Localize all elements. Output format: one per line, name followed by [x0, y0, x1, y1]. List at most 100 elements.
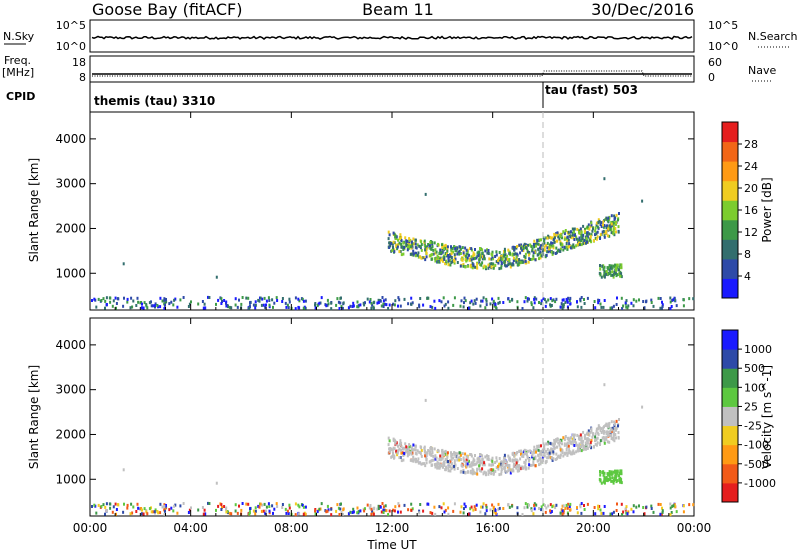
power-cell	[262, 303, 265, 307]
power-cell	[420, 256, 423, 260]
velocity-cell	[578, 436, 580, 440]
velocity-cell	[453, 451, 456, 455]
power-cell	[402, 241, 405, 245]
power-cell	[519, 261, 522, 265]
power-cell	[465, 252, 468, 256]
power-cell	[541, 250, 544, 254]
power-cell	[626, 306, 629, 310]
velocity-cell	[600, 427, 603, 431]
power-cell	[502, 301, 505, 304]
velocity-cell	[458, 451, 461, 455]
power-cell	[601, 230, 604, 234]
power-cell	[126, 300, 129, 304]
velocity-cell	[146, 512, 149, 516]
power-cell	[449, 263, 452, 267]
velocity-cell	[534, 464, 537, 468]
velocity-cell	[595, 443, 598, 447]
velocity-cell	[464, 505, 467, 509]
velocity-cell	[589, 440, 592, 444]
power-cell	[410, 302, 413, 306]
velocity-cell	[392, 508, 395, 512]
velocity-cell	[482, 502, 485, 506]
power-cell	[613, 214, 616, 218]
velocity-cell	[463, 459, 466, 463]
power-cell	[439, 248, 442, 252]
velocity-cell	[532, 463, 535, 467]
power-cell	[223, 299, 226, 302]
velocity-cell	[228, 511, 231, 515]
power-cell	[601, 264, 604, 268]
velocity-cell	[377, 507, 380, 510]
power-cell	[400, 245, 403, 249]
velocity-cell	[603, 440, 606, 443]
velocity-cell	[414, 448, 417, 452]
velocity-cell	[465, 454, 468, 458]
power-cell	[469, 258, 472, 262]
velocity-cell	[410, 458, 413, 462]
velocity-cell	[201, 506, 204, 509]
nave-label: Nave	[748, 64, 776, 77]
power-cell	[607, 224, 610, 228]
velocity-cell	[573, 433, 576, 437]
nave-tick-bottom: 0	[708, 71, 715, 84]
velocity-cell	[511, 469, 514, 473]
velocity-cell	[203, 508, 206, 512]
power-cell	[426, 296, 429, 300]
power-cell	[424, 258, 427, 262]
power-cell	[517, 259, 520, 263]
velocity-cell	[657, 502, 660, 506]
power-cell	[363, 303, 366, 307]
velocity-cell	[544, 510, 547, 514]
velocity-cell	[466, 470, 469, 474]
power-cell	[395, 236, 398, 240]
velocity-cell	[446, 451, 449, 455]
velocity-cell	[104, 505, 107, 509]
power-colorbar-label: Power [dB]	[760, 177, 774, 242]
power-cell	[543, 248, 546, 252]
power-cell	[602, 229, 605, 233]
power-cell	[538, 301, 540, 304]
power-cell	[540, 302, 543, 306]
velocity-cell	[382, 505, 385, 509]
power-cell	[605, 229, 608, 233]
power-cell	[499, 256, 502, 260]
power-cell	[197, 302, 200, 306]
velocity-cell	[163, 512, 166, 516]
velocity-cell	[588, 444, 591, 448]
velocity-cell	[172, 509, 175, 513]
power-cell	[431, 252, 434, 256]
velocity-cell	[145, 510, 148, 514]
power-cell	[390, 249, 393, 253]
velocity-cell	[563, 451, 566, 455]
power-cell	[352, 304, 355, 308]
velocity-cell	[524, 465, 527, 469]
velocity-cell	[411, 507, 414, 511]
power-cell	[238, 298, 240, 302]
power-cell	[400, 253, 403, 257]
velocity-cell	[615, 509, 618, 512]
power-cell	[617, 218, 619, 222]
power-cell	[393, 250, 396, 254]
power-cell	[598, 219, 601, 223]
velocity-cell	[443, 462, 446, 466]
power-cell	[288, 300, 291, 304]
velocity-cell	[539, 460, 542, 464]
power-cell	[617, 230, 620, 234]
velocity-cell	[506, 463, 509, 467]
power-cell	[445, 259, 448, 263]
velocity-cell	[540, 450, 542, 454]
velocity-cell	[402, 454, 405, 457]
power-cell	[533, 244, 536, 248]
velocity-cell	[188, 508, 191, 512]
power-cell	[595, 237, 598, 241]
power-cell	[376, 301, 379, 305]
power-cell	[603, 274, 606, 278]
power-cell	[487, 266, 490, 270]
velocity-cell	[532, 460, 535, 464]
velocity-cell	[507, 469, 510, 473]
power-cell	[511, 298, 514, 302]
power-cell	[606, 272, 609, 276]
power-cell	[603, 272, 606, 276]
power-cell	[477, 254, 480, 258]
power-cell	[615, 266, 618, 270]
